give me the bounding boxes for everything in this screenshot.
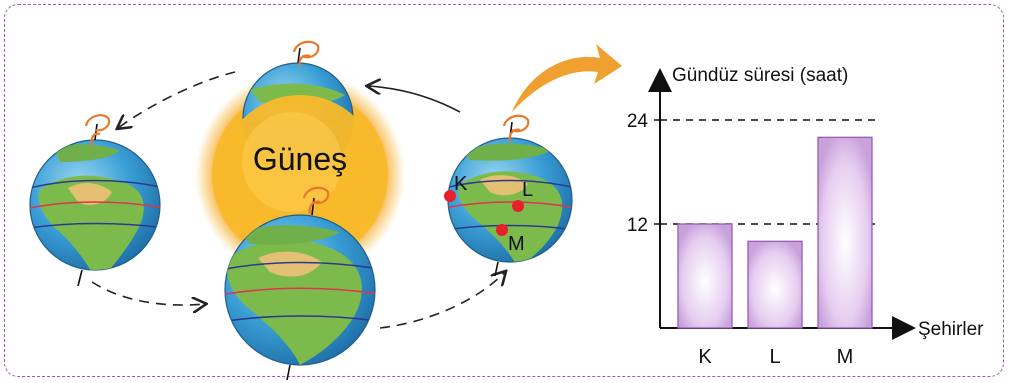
city-dot-l [512,200,524,212]
rotation-arrow-icon [502,114,530,143]
city-dot-m [496,224,508,236]
y-tick-label: 24 [627,111,649,132]
y-tick-label: 12 [627,215,648,236]
city-label-m: M [508,233,525,255]
bar-k [677,223,733,329]
rotation-arrow-icon [292,40,320,67]
bar-m [817,136,873,329]
earth-globe-left [29,114,161,287]
rotation-arrow-icon [302,186,330,215]
orbit-path [91,71,505,329]
x-axis-title: Şehirler [918,319,984,340]
earth-globe-right: K L M [444,114,573,277]
city-label-k: K [454,173,468,195]
sun-label: Güneş [253,141,347,177]
x-tick-label-k: K [698,346,712,368]
x-tick-label-l: L [769,346,780,368]
bar-l [747,240,803,329]
pointer-arrow-icon [512,44,622,112]
diagram-frame [4,4,1004,377]
city-dot-k [444,190,456,202]
rotation-arrow-icon [84,114,111,147]
city-label-l: L [522,179,533,201]
earth-globe-bottom [224,186,376,381]
daylight-bar-chart: Gündüz süresi (saat) Şehirler 12 24 K L M [627,65,984,368]
y-axis-title: Gündüz süresi (saat) [672,65,848,86]
x-tick-label-m: M [837,346,854,368]
